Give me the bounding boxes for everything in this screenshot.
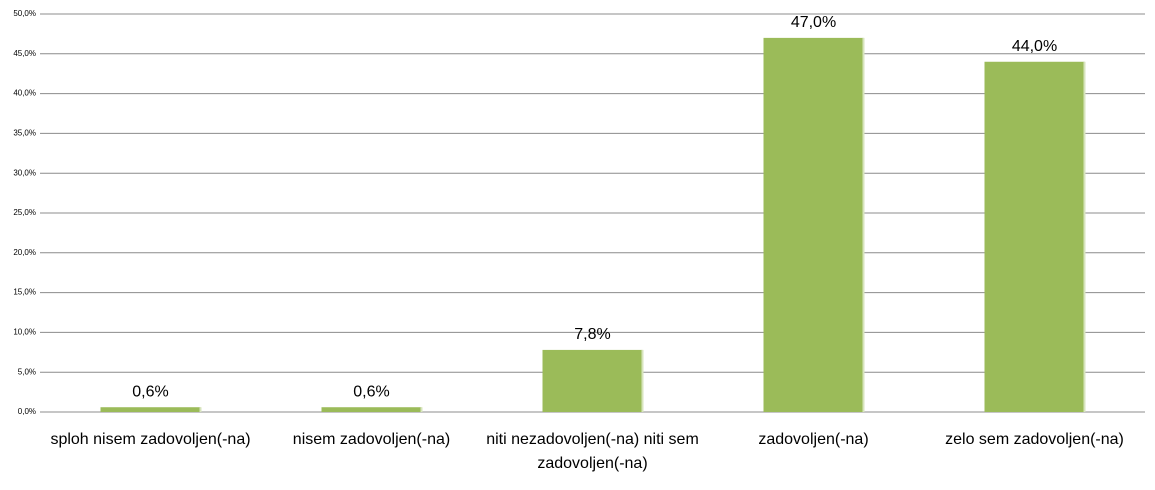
bar [763,37,864,412]
y-tick-label: 50,0% [13,9,36,18]
bar [542,349,643,412]
y-tick-label: 10,0% [13,328,36,337]
x-tick-label: niti nezadovoljen(-na) niti sem zadovolj… [486,431,699,472]
bar [984,61,1085,412]
x-tick-label: zadovoljen(-na) [758,431,869,448]
value-label: 7,8% [574,326,610,343]
bar [321,407,422,412]
value-label: 44,0% [1012,38,1057,55]
y-tick-label: 25,0% [13,208,36,217]
value-label: 0,6% [353,383,389,400]
x-tick-label: nisem zadovoljen(-na) [292,431,451,448]
y-tick-label: 20,0% [13,248,36,257]
y-tick-label: 15,0% [13,288,36,297]
value-label: 47,0% [791,14,836,31]
y-tick-label: 30,0% [13,168,36,177]
y-tick-label: 45,0% [13,49,36,58]
y-tick-label: 35,0% [13,129,36,138]
value-label: 0,6% [132,383,168,400]
y-tick-label: 5,0% [18,367,36,376]
x-tick-label: sploh nisem zadovoljen(-na) [50,431,251,448]
bar [100,407,201,412]
x-tick-label: zelo sem zadovoljen(-na) [945,431,1124,448]
y-tick-label: 0,0% [18,407,36,416]
y-tick-label: 40,0% [13,89,36,98]
